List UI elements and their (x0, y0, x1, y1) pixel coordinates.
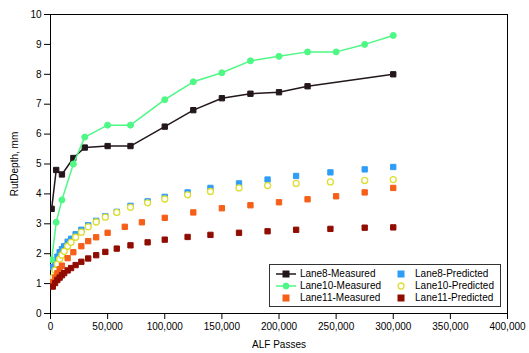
svg-text:9: 9 (36, 39, 42, 50)
svg-text:8: 8 (36, 69, 42, 80)
svg-text:5: 5 (36, 158, 42, 169)
svg-text:10: 10 (30, 9, 42, 20)
svg-text:7: 7 (36, 98, 42, 109)
svg-text:150,000: 150,000 (204, 321, 241, 332)
html-text:Lane11-Measured: Lane11-Measured (299, 292, 381, 303)
svg-text:ALF Passes: ALF Passes (252, 339, 306, 350)
html-text:Lane8-Measured: Lane8-Measured (299, 268, 376, 279)
html-text:Lane11-Predicted: Lane11-Predicted (415, 292, 494, 303)
svg-text:0: 0 (36, 308, 42, 319)
svg-text:300,000: 300,000 (375, 321, 412, 332)
svg-text:3: 3 (36, 218, 42, 229)
svg-text:0: 0 (48, 321, 54, 332)
svg-text:100,000: 100,000 (147, 321, 184, 332)
svg-text:RutDepth, mm: RutDepth, mm (9, 132, 20, 196)
svg-text:400,000: 400,000 (489, 321, 526, 332)
svg-text:4: 4 (36, 188, 42, 199)
svg-text:6: 6 (36, 128, 42, 139)
svg-text:50,000: 50,000 (92, 321, 123, 332)
svg-text:1: 1 (36, 278, 42, 289)
html-text:Lane10-Measured: Lane10-Measured (299, 280, 381, 291)
html-text:Lane8-Predicted: Lane8-Predicted (415, 268, 489, 279)
svg-text:200,000: 200,000 (261, 321, 298, 332)
svg-text:250,000: 250,000 (318, 321, 355, 332)
svg-text:2: 2 (36, 248, 42, 259)
svg-text:350,000: 350,000 (432, 321, 469, 332)
html-text:Lane10-Predicted: Lane10-Predicted (415, 280, 494, 291)
